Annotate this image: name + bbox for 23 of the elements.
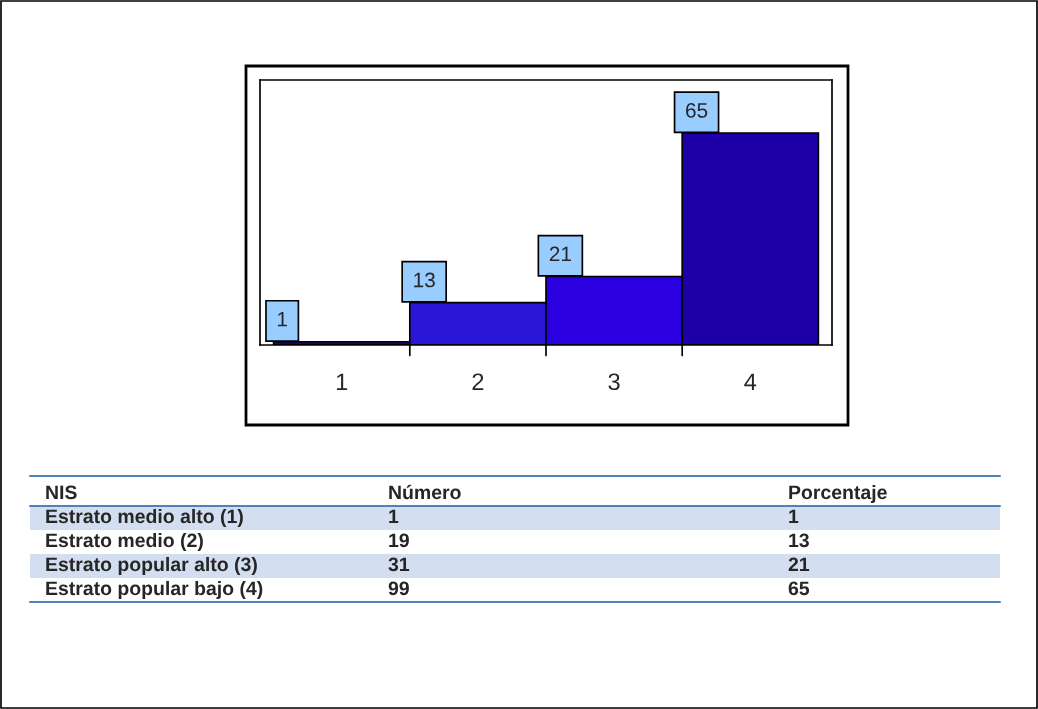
- text: 13: [789, 533, 809, 548]
- text: 31: [388, 557, 410, 572]
- x-tick-label: 2: [472, 373, 484, 390]
- text: 1: [389, 509, 399, 524]
- text: NIS: [46, 485, 77, 500]
- data-label: 1: [277, 311, 287, 327]
- text: 21: [788, 557, 810, 572]
- data-label: 21: [549, 246, 571, 262]
- text: Estrato popular alto (3): [46, 556, 257, 576]
- text: Estrato medio alto (1): [46, 508, 243, 528]
- text: Estrato popular bajo (4): [46, 580, 263, 600]
- data-label: 13: [414, 272, 435, 288]
- text: 99: [388, 581, 409, 596]
- x-tick-label: 4: [744, 373, 757, 390]
- text: 65: [788, 581, 810, 596]
- text: Número: [389, 484, 461, 500]
- x-tick-label: 1: [336, 373, 348, 390]
- data-label: 65: [686, 103, 708, 118]
- text: Porcentaje: [789, 484, 887, 504]
- text: Estrato medio (2): [46, 532, 203, 552]
- x-tick-label: 3: [608, 373, 620, 391]
- text: 1: [789, 509, 799, 524]
- text: 19: [389, 533, 409, 548]
